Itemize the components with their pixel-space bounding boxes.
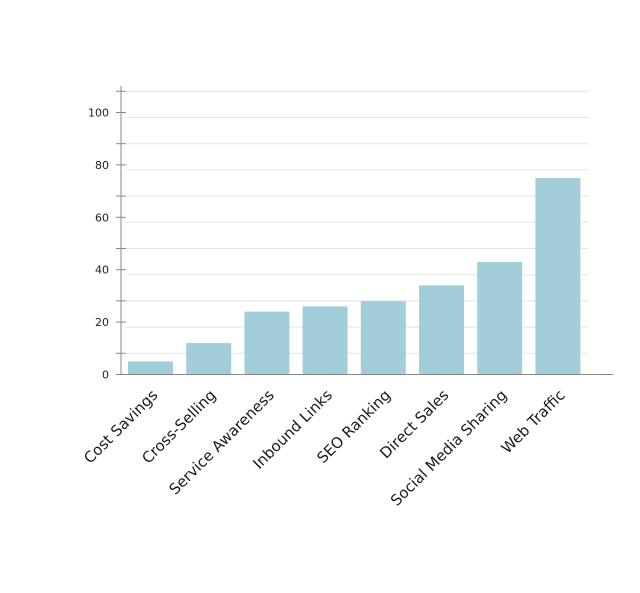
y-axis-ticks: 0 20 40 60 80 100 — [88, 90, 126, 382]
y-tick-label: 60 — [95, 211, 109, 224]
bar-social-media-sharing — [477, 261, 523, 375]
bars — [128, 178, 581, 375]
axes — [120, 86, 613, 375]
bar-web-traffic — [535, 178, 581, 375]
grid-lines — [126, 90, 588, 354]
bar-seo-ranking — [360, 301, 406, 375]
x-tick-label: Social Media Sharing — [387, 386, 511, 510]
y-tick-label: 80 — [95, 159, 109, 172]
x-tick-label: Service Awareness — [165, 386, 277, 498]
bar-service-awareness — [244, 311, 290, 375]
bar-cross-selling — [186, 343, 232, 375]
bar-inbound-links — [302, 306, 348, 375]
y-tick-label: 100 — [88, 107, 109, 120]
bar-direct-sales — [419, 285, 464, 375]
bar-cost-savings — [128, 361, 173, 375]
y-tick-label: 20 — [95, 316, 109, 329]
y-tick-label: 40 — [95, 264, 109, 277]
y-tick-label: 0 — [102, 369, 109, 382]
